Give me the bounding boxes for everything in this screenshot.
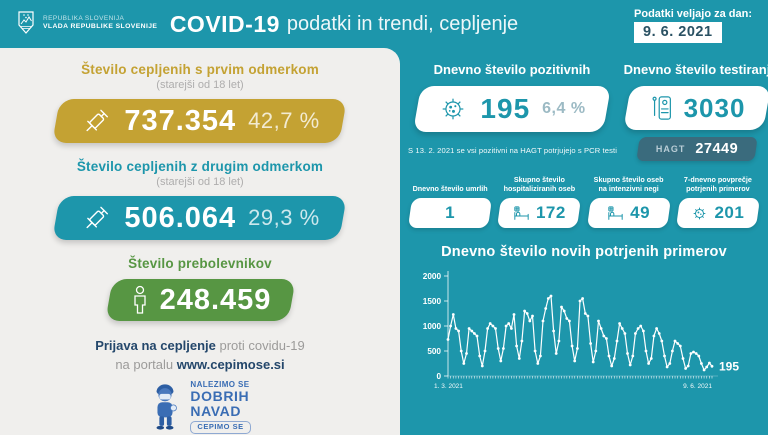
- hagt-value: 27449: [695, 141, 739, 157]
- icu-value: 49: [630, 203, 651, 222]
- stat-box-week-average: 7-dnevno povprečje potrjenih primerov: [675, 173, 761, 228]
- positive-title: Dnevno število pozitivnih: [433, 62, 591, 77]
- deaths-value: 1: [445, 203, 456, 222]
- date-value: 9. 6. 2021: [634, 22, 722, 43]
- cases-chart-svg: 0 500 1000 1500 2000 195 1. 3. 2021 9. 6. 2021: [423, 271, 739, 390]
- stat-box-icu: Skupno število oseb na intenzivni negi: [586, 173, 671, 228]
- coat-of-arms-icon: [18, 11, 34, 34]
- campaign-line2: DOBRIH: [190, 388, 250, 405]
- hospital-bed-icon: [608, 205, 623, 220]
- svg-text:2000: 2000: [423, 272, 442, 281]
- chart-title: Dnevno število novih potrjenih primerov: [441, 244, 727, 260]
- syringe-icon: [86, 206, 109, 229]
- signup-rest1: proti covidu-19: [215, 338, 305, 353]
- cases-chart-block: Dnevno število novih potrjenih primerov …: [400, 244, 768, 398]
- campaign-mascot-icon: [156, 384, 178, 430]
- second-dose-subtitle: (starejši od 18 let): [156, 176, 244, 188]
- test-kit-icon: [652, 96, 671, 120]
- signup-text: Prijava na cepljenje proti covidu-19 na …: [95, 337, 305, 375]
- recovered-value: 248.459: [159, 283, 272, 316]
- hospitalized-pill: 172: [497, 198, 582, 228]
- first-dose-subtitle: (starejši od 18 let): [156, 79, 244, 91]
- hagt-badge: HAGT 27449: [636, 137, 758, 161]
- second-dose-percent: 29,3 %: [248, 205, 320, 230]
- page-title-rest: podatki in trendi, cepljenje: [286, 12, 519, 35]
- page-title: COVID-19 podatki in trendi, cepljenje: [0, 0, 728, 48]
- second-dose-badge: 506.064 29,3 %: [52, 196, 348, 240]
- first-dose-value: 737.354: [124, 104, 237, 137]
- hagt-label: HAGT: [655, 144, 686, 154]
- positive-note: S 13. 2. 2021 se vsi pozitivni na HAGT p…: [408, 146, 617, 155]
- recovered-title: Število prebolevnikov: [128, 256, 272, 271]
- deaths-label: Dnevno število umrlih: [412, 184, 488, 193]
- campaign-logo: NALEZIMO SE DOBRIH NAVAD CEPIMO SE: [149, 379, 251, 434]
- campaign-line1: NALEZIMO SE: [190, 379, 250, 389]
- campaign-badge: CEPIMO SE: [190, 421, 251, 434]
- government-logo: REPUBLIKA SLOVENIJA VLADA REPUBLIKE SLOV…: [16, 10, 157, 36]
- week-average-value: 201: [714, 203, 745, 222]
- positive-badge: 195 6,4 %: [412, 86, 612, 132]
- virus-icon: [443, 98, 464, 120]
- second-dose-title: Število cepljenih z drugim odmerkom: [76, 159, 324, 174]
- stat-box-hospitalized: Skupno število hospitaliziranih oseb: [497, 173, 582, 228]
- hospitalized-label: Skupno število hospitaliziranih oseb: [503, 175, 576, 193]
- first-dose-title: Število cepljenih s prvim odmerkom: [81, 62, 319, 77]
- icu-label: Skupno število oseb na intenzivni negi: [593, 175, 664, 193]
- svg-text:9. 6. 2021: 9. 6. 2021: [683, 383, 712, 390]
- campaign-line3: NAVAD: [190, 402, 242, 419]
- virus-icon: [694, 207, 706, 219]
- vaccination-panel: Število cepljenih s prvim odmerkom (star…: [0, 48, 400, 435]
- signup-bold: Prijava na cepljenje: [95, 338, 216, 353]
- first-dose-badge: 737.354 42,7 %: [52, 99, 348, 143]
- svg-text:1. 3. 2021: 1. 3. 2021: [434, 383, 463, 390]
- daily-stats-panel: Dnevno število pozitivnih: [400, 48, 768, 435]
- svg-text:195: 195: [719, 359, 739, 373]
- week-average-label: 7-dnevno povprečje potrjenih primerov: [683, 175, 752, 193]
- tests-column: Dnevno število testiranj: [623, 62, 768, 161]
- tests-value: 3030: [683, 92, 746, 123]
- gov-name-line2: VLADA REPUBLIKE SLOVENIJE: [43, 22, 158, 30]
- mini-stats-row: Dnevno število umrlih 1 Skupno število h…: [407, 173, 761, 228]
- deaths-pill: 1: [407, 198, 493, 228]
- tests-badge: 3030: [623, 86, 768, 130]
- page-title-bold: COVID-19: [169, 10, 280, 37]
- icu-pill: 49: [586, 198, 671, 228]
- hospitalized-value: 172: [535, 203, 566, 222]
- header: REPUBLIKA SLOVENIJA VLADA REPUBLIKE SLOV…: [0, 0, 768, 48]
- week-average-pill: 201: [675, 198, 761, 228]
- first-dose-percent: 42,7 %: [248, 108, 320, 133]
- svg-text:0: 0: [436, 372, 441, 381]
- hospital-bed-icon: [514, 205, 529, 220]
- svg-text:1000: 1000: [423, 322, 442, 331]
- tests-title: Dnevno število testiranj: [623, 62, 768, 77]
- positive-column: Dnevno število pozitivnih: [408, 62, 617, 161]
- signup-url-link[interactable]: www.cepimose.si: [176, 356, 285, 372]
- svg-text:1500: 1500: [423, 297, 442, 306]
- date-label: Podatki veljajo za dan:: [634, 8, 752, 20]
- signup-rest2: na portalu: [115, 356, 177, 372]
- positive-percent: 6,4 %: [542, 100, 586, 117]
- gov-name-line1: REPUBLIKA SLOVENIJA: [43, 14, 125, 22]
- person-icon: [133, 285, 146, 314]
- positive-value: 195: [480, 93, 531, 124]
- data-date-block: Podatki veljajo za dan: 9. 6. 2021: [634, 8, 752, 43]
- second-dose-value: 506.064: [124, 201, 237, 234]
- syringe-icon: [86, 109, 109, 132]
- stat-box-deaths: Dnevno število umrlih 1: [407, 173, 493, 228]
- svg-text:500: 500: [427, 347, 441, 356]
- recovered-badge: 248.459: [104, 279, 296, 321]
